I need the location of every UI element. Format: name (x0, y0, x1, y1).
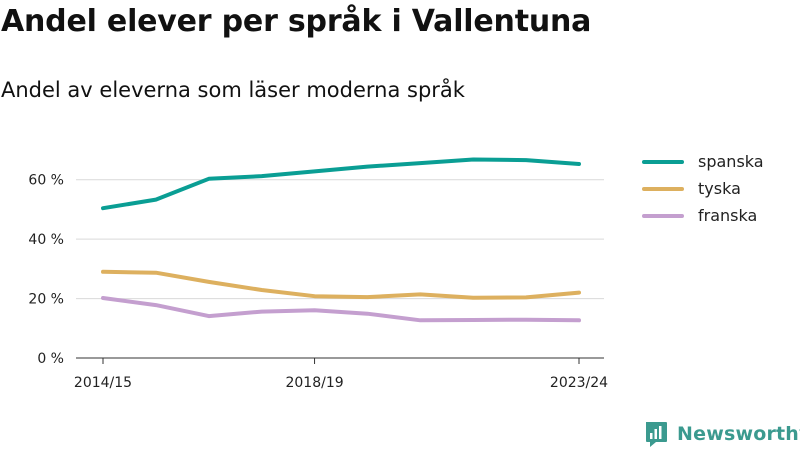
y-tick-label: 20 % (28, 292, 64, 308)
legend-item-tyska: tyska (642, 175, 764, 202)
chart-legend: spanska tyska franska (642, 148, 764, 229)
y-tick-label: 40 % (28, 232, 64, 248)
brand-name: Newsworthy (677, 423, 800, 445)
brand-logo: Newsworthy (644, 420, 800, 448)
newsworthy-logo-icon (646, 422, 667, 447)
legend-label: spanska (698, 152, 764, 171)
series-line-tyska (101, 269, 581, 300)
chart-subtitle: Andel av eleverna som läser moderna språ… (1, 78, 465, 102)
legend-item-franska: franska (642, 202, 764, 229)
series-line-franska (101, 296, 581, 323)
y-tick-label: 60 % (28, 173, 64, 189)
x-tick-label: 2018/19 (285, 375, 343, 391)
legend-item-spanska: spanska (642, 148, 764, 175)
legend-label: tyska (698, 179, 741, 198)
x-tick-label: 2014/15 (74, 375, 132, 391)
legend-label: franska (698, 206, 758, 225)
series-line-spanska (101, 157, 581, 211)
legend-swatch (642, 159, 684, 164)
chart-title: Andel elever per språk i Vallentuna (1, 4, 592, 39)
x-tick-label: 2023/24 (550, 375, 608, 391)
legend-swatch (642, 213, 684, 218)
legend-swatch (642, 186, 684, 191)
y-tick-label: 0 % (37, 351, 64, 367)
line-chart: 0 % 20 % 40 % 60 % 2014/15 2018/19 2023/24 (28, 157, 608, 391)
